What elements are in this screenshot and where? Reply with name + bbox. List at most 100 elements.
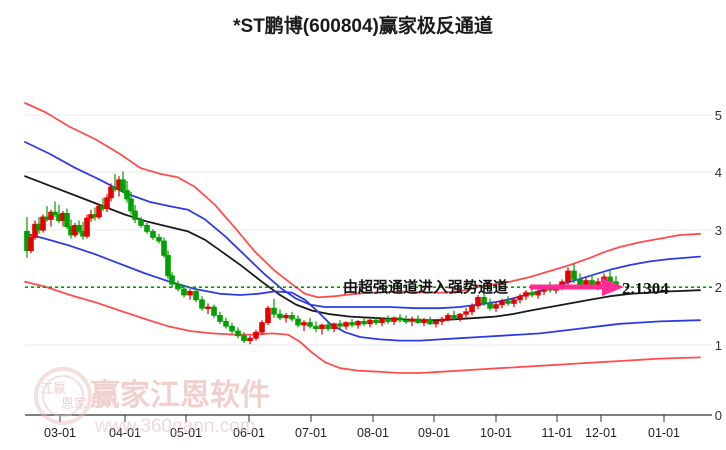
seal-text-left: 江赢	[40, 381, 66, 396]
candle-body	[84, 217, 90, 237]
candle-body	[289, 314, 295, 320]
candle-body	[391, 317, 397, 322]
candle-body	[229, 325, 235, 332]
x-tick-label: 11-01	[541, 426, 572, 440]
current-price-label: 2.1304	[622, 279, 669, 298]
band-line-3	[24, 232, 701, 342]
candle-body	[120, 179, 126, 192]
candle-body	[505, 300, 511, 304]
watermark-url: www.360gann.com	[94, 416, 256, 437]
x-tick-label: 06-01	[233, 426, 265, 440]
y-tick-label: 0	[715, 408, 722, 423]
candle-body	[132, 210, 138, 220]
candle-body	[76, 224, 82, 232]
candle-body	[343, 322, 349, 327]
candle-body	[271, 307, 277, 315]
candle-body	[433, 320, 439, 325]
candle-body	[313, 325, 319, 330]
y-tick-label: 4	[715, 165, 722, 180]
x-tick-label: 07-01	[295, 426, 327, 440]
candle-body	[463, 311, 469, 315]
candle-body	[32, 223, 38, 238]
candle-body	[104, 197, 110, 210]
candle-body	[361, 320, 367, 325]
candle-body	[595, 281, 601, 285]
candle-body	[331, 323, 337, 329]
candle-body	[259, 322, 265, 333]
candle-body	[571, 270, 577, 280]
seal-text-right: 恩家	[61, 396, 87, 411]
candle-body	[187, 290, 193, 296]
x-tick-label: 12-01	[585, 426, 617, 440]
candle-body	[451, 314, 457, 319]
annotation-arrow-head	[602, 278, 624, 296]
candle-body	[48, 211, 54, 220]
candle-body	[409, 318, 415, 322]
candle-body	[337, 323, 343, 327]
annotation-text: 由超强通道进入强势通道	[343, 278, 508, 296]
candle-body	[165, 254, 171, 277]
candle-body	[96, 205, 102, 218]
candle-body	[169, 275, 175, 285]
candle-body	[481, 296, 487, 304]
candle-body	[241, 335, 247, 341]
candle-body	[301, 322, 307, 326]
candle-body	[295, 318, 301, 326]
band-line-4	[24, 280, 701, 374]
page-title: *ST鹏博(600804)赢家极反通道	[233, 16, 493, 37]
candle-body	[421, 319, 427, 324]
candle-body	[150, 230, 156, 238]
x-tick-label: 08-01	[357, 426, 389, 440]
candle-body	[144, 224, 150, 232]
candle-body	[511, 299, 517, 304]
candle-body	[223, 320, 229, 327]
y-tick-label: 2	[715, 280, 722, 295]
channel-bands	[24, 102, 701, 374]
candlesticks	[24, 171, 619, 345]
watermark-brand: 赢家江恩软件	[90, 378, 270, 412]
candle-body	[124, 190, 130, 200]
candle-body	[349, 322, 355, 326]
candle-body	[138, 218, 144, 226]
candle-body	[156, 236, 162, 242]
candle-body	[475, 296, 481, 307]
band-line-2	[24, 175, 701, 322]
candle-body	[577, 278, 583, 285]
candle-body	[379, 318, 385, 323]
candle-body	[385, 318, 391, 322]
candle-body	[247, 337, 253, 342]
candle-body	[307, 322, 313, 327]
candle-body	[565, 270, 571, 283]
candle-body	[355, 320, 361, 326]
candle-body	[517, 295, 523, 301]
candle-body	[487, 302, 493, 309]
candle-body	[415, 318, 421, 323]
candle-body	[427, 319, 433, 325]
candle-body	[283, 314, 289, 319]
candle-body	[493, 304, 499, 309]
y-axis-labels: 5 4 3 2 1 0	[715, 108, 722, 423]
candle-body	[589, 280, 595, 285]
candle-body	[439, 318, 445, 322]
candle-body	[583, 280, 589, 285]
candle-body	[523, 292, 529, 297]
candle-body	[128, 198, 134, 212]
x-axis-labels: 03-01 04-01 05-01 06-01 07-01 08-01 09-01 10-01…	[44, 415, 680, 440]
candle-body	[499, 300, 505, 305]
x-tick-label: 05-01	[170, 426, 202, 440]
annotation-group[interactable]: 由超强通道进入强势通道	[343, 278, 624, 296]
candle-body	[253, 331, 259, 339]
y-tick-label: 3	[715, 223, 722, 238]
candle-body	[373, 319, 379, 324]
candle-body	[64, 212, 70, 227]
candle-body	[40, 216, 46, 231]
candle-body	[199, 299, 205, 309]
candle-body	[205, 306, 211, 310]
candle-body	[325, 324, 331, 329]
candle-body	[52, 211, 58, 215]
x-tick-label: 04-01	[109, 426, 141, 440]
